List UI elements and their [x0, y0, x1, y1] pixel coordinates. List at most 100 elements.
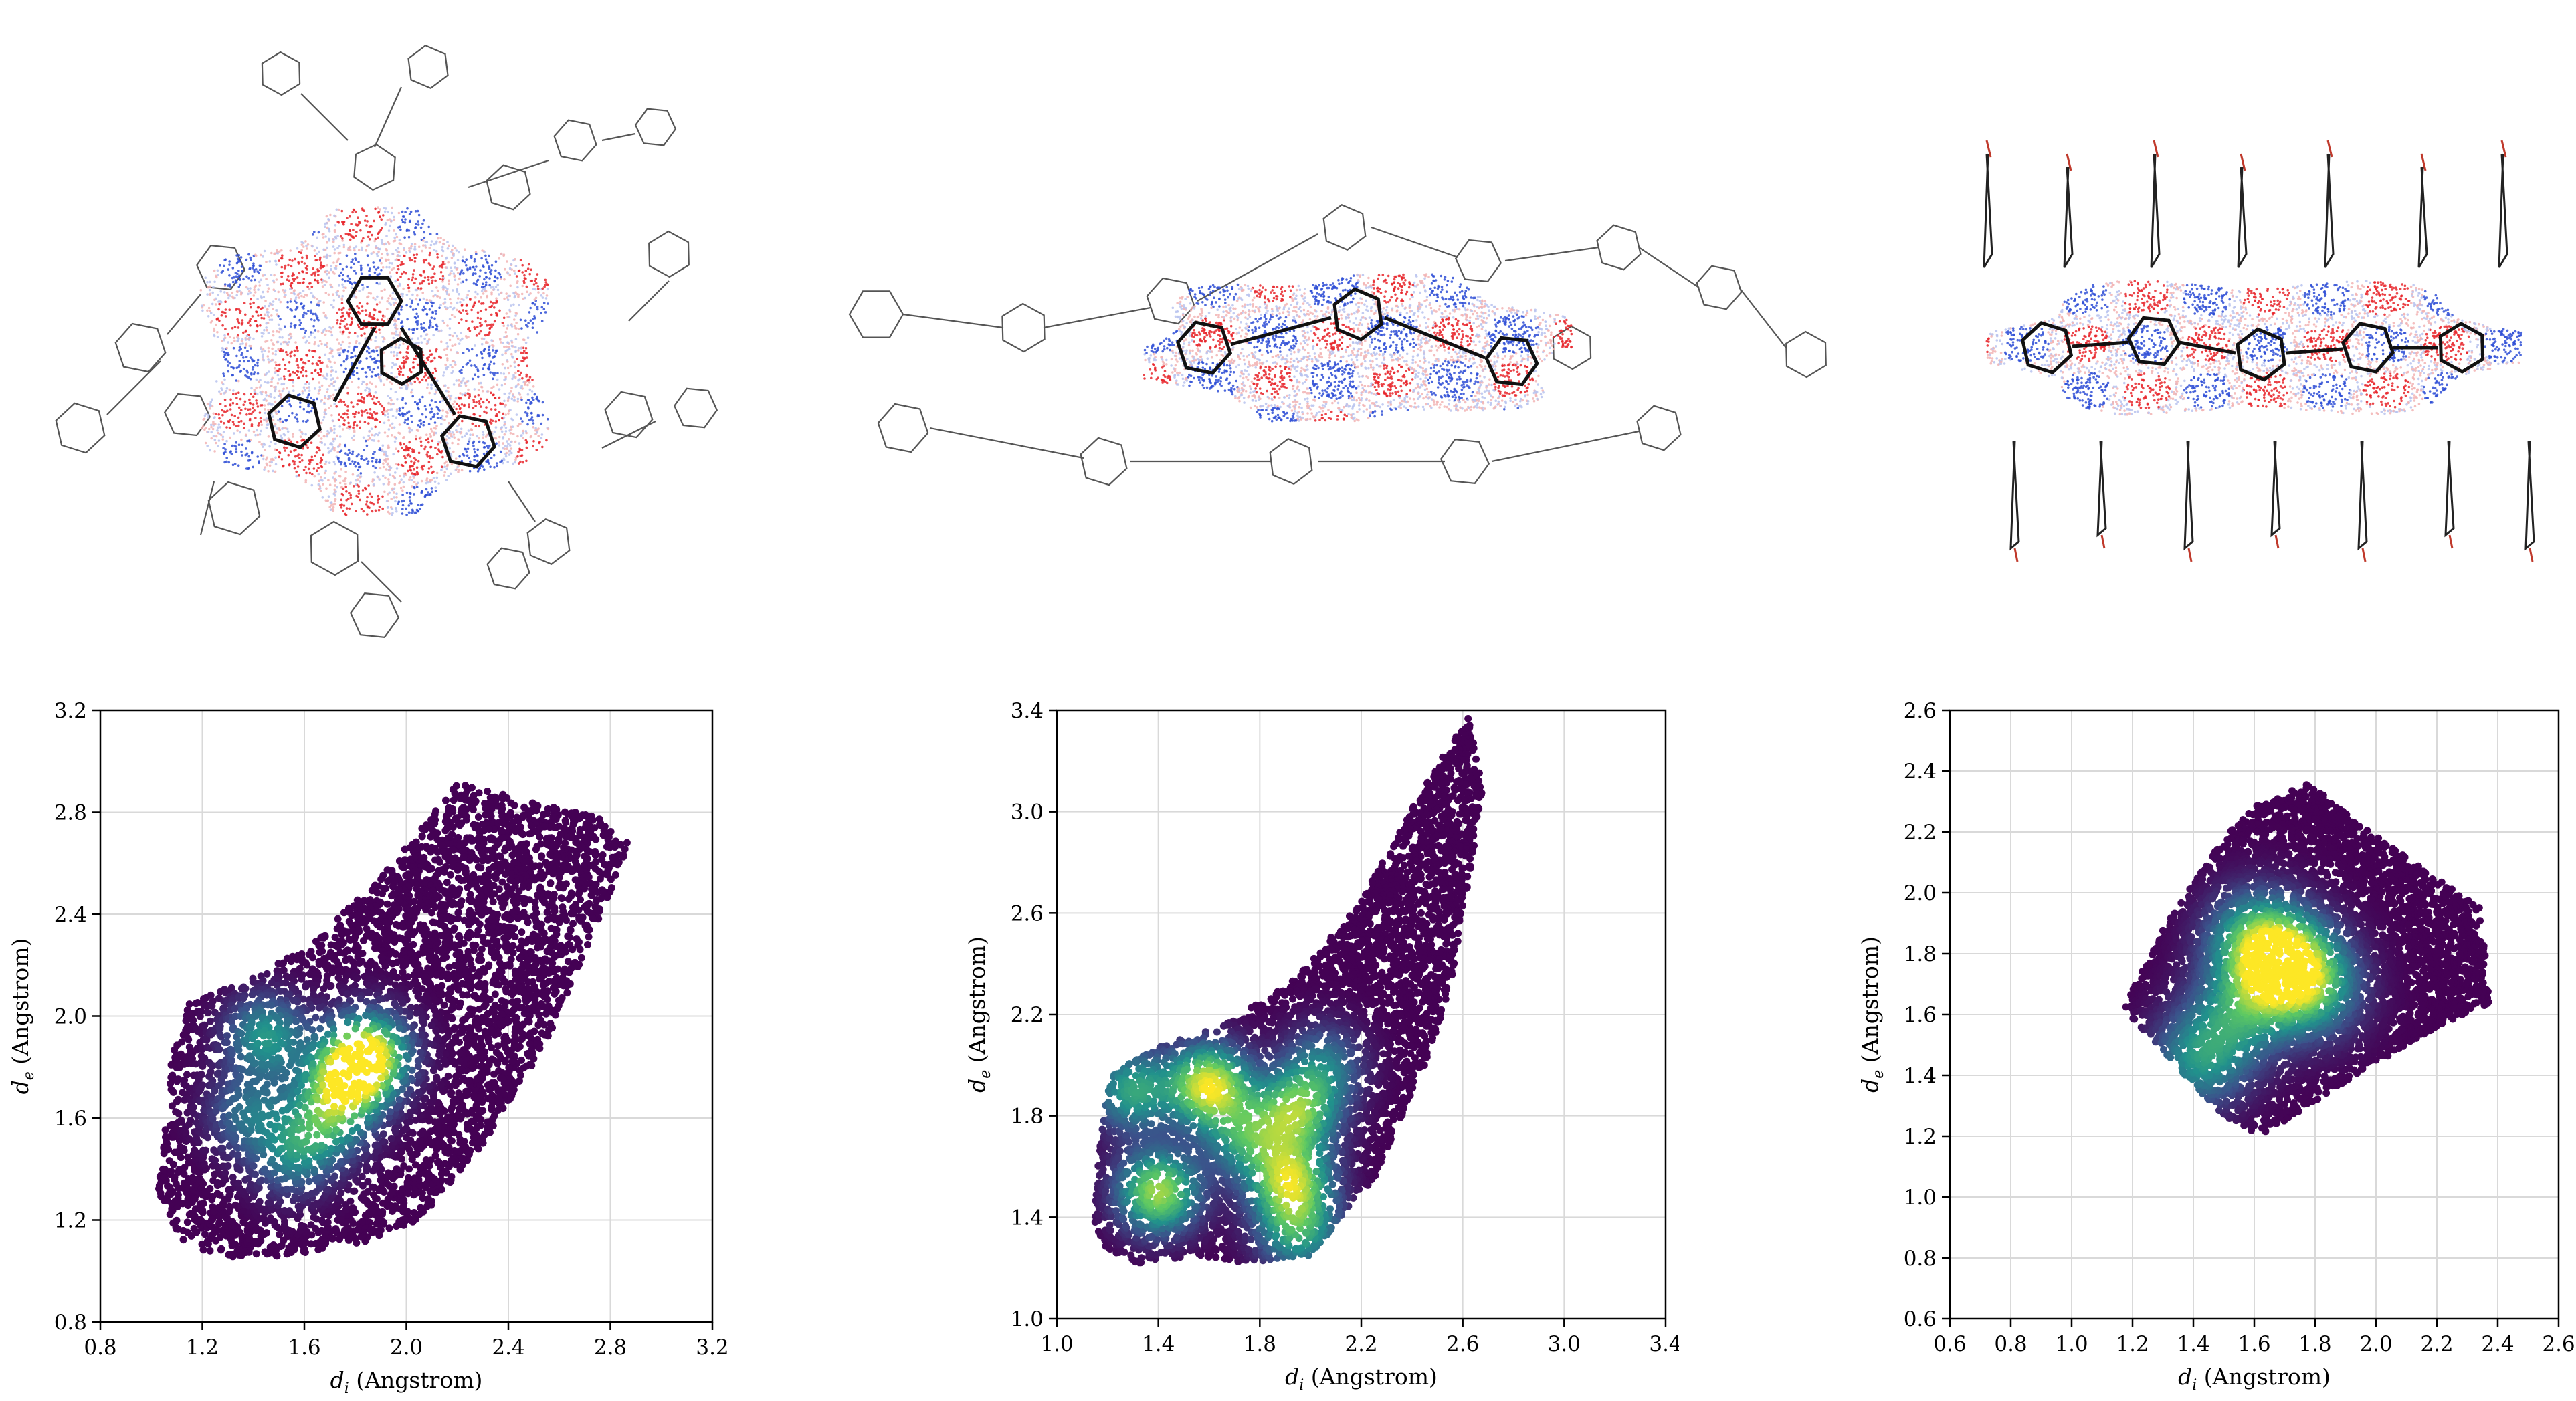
scatter-point — [538, 1029, 546, 1037]
scatter-point — [399, 923, 407, 931]
scatter-point — [383, 900, 391, 908]
scatter-point — [197, 1071, 205, 1079]
scatter-point — [543, 841, 551, 849]
scatter-point — [484, 1118, 492, 1126]
scatter-point — [268, 1144, 276, 1152]
scatter-point — [431, 903, 439, 911]
bond — [1384, 316, 1486, 360]
scatter-point — [442, 796, 450, 804]
scatter-point — [418, 1017, 426, 1025]
scatter-point — [491, 990, 499, 998]
scatter-point — [508, 1058, 516, 1066]
bond — [1197, 233, 1318, 302]
benzene-ring — [261, 51, 301, 96]
scatter-point — [522, 998, 530, 1006]
scatter-point — [545, 867, 553, 875]
scatter-point — [502, 988, 510, 996]
benzene-ring — [1269, 438, 1313, 485]
scatter-point — [549, 813, 557, 821]
scatter-point — [389, 960, 397, 968]
scatter-point — [501, 847, 509, 855]
scatter-point — [190, 1224, 198, 1232]
scatter-point — [484, 857, 492, 864]
scatter-point — [454, 866, 462, 874]
scatter-point — [359, 936, 367, 944]
scatter-point — [510, 801, 518, 809]
scatter-point — [465, 921, 473, 929]
scatter-point — [235, 1179, 243, 1187]
scatter-point — [204, 1134, 212, 1142]
scatter-point — [564, 932, 572, 940]
scatter-point — [489, 898, 497, 906]
scatter-point — [206, 1017, 214, 1025]
scatter-point — [167, 1167, 175, 1175]
scatter-point — [377, 875, 385, 883]
scatter-point — [338, 1011, 346, 1019]
benzene-ring — [114, 322, 167, 373]
bond — [601, 132, 636, 142]
scatter-point — [405, 1174, 413, 1182]
scatter-point — [583, 926, 591, 934]
scatter-point — [308, 1190, 316, 1198]
benzene-ring — [195, 245, 246, 290]
scatter-point — [524, 1050, 532, 1057]
bond — [601, 421, 656, 449]
benzene-ring — [163, 393, 211, 437]
scatter-point — [433, 848, 441, 856]
scatter-point — [418, 833, 426, 841]
scatter-point — [494, 1042, 502, 1050]
scatter-point — [498, 997, 506, 1004]
bond — [399, 326, 457, 416]
scatter-point — [449, 1097, 457, 1105]
scatter-point — [428, 909, 435, 917]
scatter-point — [456, 821, 464, 829]
scatter-point — [241, 984, 250, 992]
scatter-point — [179, 1236, 187, 1244]
scatter-point — [391, 1124, 399, 1132]
scatter-point — [544, 915, 552, 924]
bond — [2286, 347, 2343, 355]
scatter-point — [445, 995, 453, 1003]
bond — [167, 294, 201, 335]
scatter-point — [500, 978, 508, 986]
scatter-point — [334, 915, 342, 923]
scatter-point — [346, 936, 354, 944]
scatter-point — [388, 892, 395, 900]
scatter-point — [448, 1156, 456, 1164]
scatter-point — [476, 1005, 483, 1013]
scatter-point — [237, 1053, 245, 1061]
scatter-point — [252, 1170, 259, 1178]
scatter-point — [421, 978, 429, 986]
scatter-point — [584, 941, 591, 948]
scatter-point — [510, 1016, 518, 1024]
scatter-point — [539, 981, 547, 989]
scatter-point — [263, 1229, 270, 1237]
scatter-point — [239, 994, 247, 1002]
scatter-point — [264, 1112, 272, 1120]
scatter-point — [585, 873, 593, 881]
benzene-ring — [439, 414, 497, 469]
scatter-point — [177, 1116, 185, 1124]
scatter-point — [433, 835, 441, 843]
scatter-point — [166, 1184, 174, 1192]
scatter-point — [425, 865, 433, 873]
scatter-point — [236, 1245, 244, 1253]
scatter-point — [571, 876, 579, 884]
scatter-point — [217, 1233, 224, 1241]
scatter-point — [555, 874, 563, 881]
benzene-ring — [407, 44, 449, 90]
scatter-point — [426, 956, 434, 964]
scatter-point — [476, 1062, 484, 1070]
scatter-point — [427, 833, 435, 841]
scatter-point — [420, 930, 428, 938]
scatter-point — [462, 1035, 470, 1043]
scatter-point — [494, 1094, 502, 1102]
scatter-point — [439, 955, 448, 962]
scatter-point — [573, 852, 580, 860]
scatter-point — [475, 956, 483, 964]
bond — [1638, 247, 1700, 288]
scatter-point — [537, 1000, 545, 1008]
scatter-point — [388, 869, 396, 877]
scatter-point — [331, 1172, 338, 1180]
bond — [332, 326, 377, 403]
